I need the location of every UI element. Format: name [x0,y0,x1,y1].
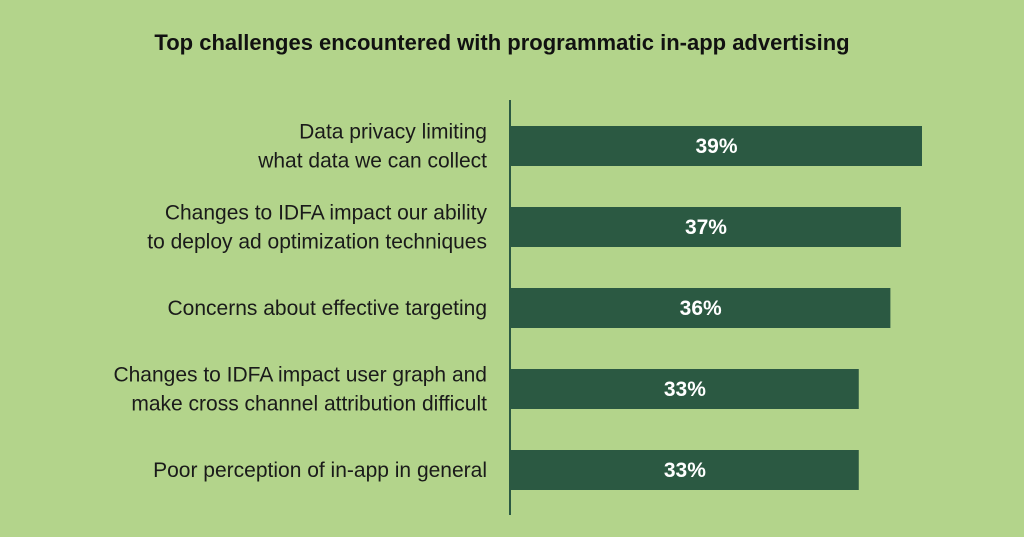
bar-value-label-2: 36% [680,297,722,320]
category-label-3-line-0: Changes to IDFA impact user graph and [113,364,487,387]
chart-title: Top challenges encountered with programm… [154,30,849,55]
category-label-2: Concerns about effective targeting [168,297,487,320]
category-label-1-line-1: to deploy ad optimization techniques [147,231,487,254]
bar-value-label-3: 33% [664,378,706,401]
category-label-0: Data privacy limiting what data we can co… [257,121,487,173]
category-label-2-line-0: Concerns about effective targeting [168,297,487,320]
bar-3 [511,369,859,409]
category-label-0-line-1: what data we can collect [257,150,487,173]
bar-0 [511,126,922,166]
bar-value-label-1: 37% [685,216,727,239]
category-label-1: Changes to IDFA impact our ability to dep… [147,202,487,254]
category-labels-group: Data privacy limiting what data we can co… [113,121,487,483]
bar-value-label-0: 39% [695,135,737,158]
category-label-3-line-1: make cross channel attribution difficult [131,393,487,416]
bars-group [511,126,922,490]
bar-2 [511,288,891,328]
bar-value-label-4: 33% [664,459,706,482]
bar-4 [511,450,859,490]
category-label-4: Poor perception of in-app in general [153,459,487,482]
bar-1 [511,207,901,247]
category-label-0-line-0: Data privacy limiting [299,121,487,144]
value-labels-group: 39% 37% 36% 33% 33% [664,135,738,482]
category-label-3: Changes to IDFA impact user graph and mak… [113,364,487,416]
category-label-4-line-0: Poor perception of in-app in general [153,459,487,482]
category-label-1-line-0: Changes to IDFA impact our ability [165,202,488,225]
